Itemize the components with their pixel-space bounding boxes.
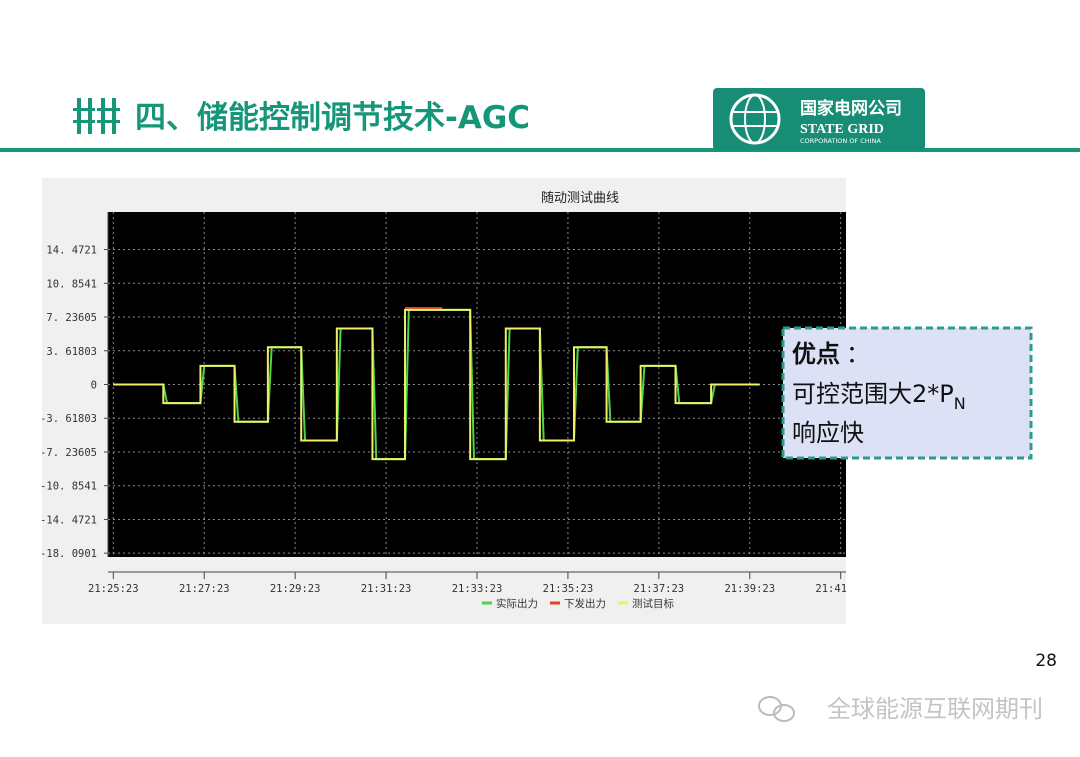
callout-line: 响应快 [792, 419, 864, 447]
watermark-icon [758, 696, 795, 722]
callout-subscript: N [954, 394, 966, 413]
header-icon [73, 98, 120, 134]
x-tick-label: 21:29:23 [270, 583, 321, 595]
y-tick-label: -7. 23605 [40, 447, 97, 459]
x-tick-label: 21:35:23 [543, 583, 594, 595]
y-tick-label: 0 [91, 380, 97, 392]
y-tick-label: 14. 4721 [46, 245, 97, 257]
callout-text: 可控范围大2*P [792, 380, 954, 408]
page-number: 28 [1035, 651, 1057, 671]
y-tick-label: 3. 61803 [46, 346, 97, 358]
x-tick-label: 21:33:23 [452, 583, 503, 595]
logo-subtitle: CORPORATION OF CHINA [800, 137, 881, 145]
watermark: 全球能源互联网期刊 [827, 695, 1043, 723]
y-tick-label: -3. 61803 [40, 413, 97, 425]
header-rule [0, 148, 1080, 152]
y-tick-label: 10. 8541 [46, 278, 97, 290]
x-tick-label: 21:39:23 [724, 583, 775, 595]
chart-title: 随动测试曲线 [541, 191, 619, 206]
legend-label: 下发出力 [564, 597, 606, 610]
ticks: 14. 4721 10. 8541 7. 23605 3. 61803 0 -3. 618… [40, 245, 866, 595]
x-tick-label: 21:27:23 [179, 583, 230, 595]
y-tick-label: -14. 4721 [40, 514, 97, 526]
y-tick-label: 7. 23605 [46, 312, 97, 324]
y-tick-label: -10. 8541 [40, 481, 97, 493]
series-line [113, 308, 760, 461]
logo-name-cn: 国家电网公司 [800, 98, 902, 119]
x-tick-label: 21:41:23 [815, 583, 866, 595]
logo: 国家电网公司 STATE GRID CORPORATION OF CHINA [713, 88, 925, 150]
callout-box [781, 326, 1033, 460]
legend-label: 测试目标 [632, 597, 674, 610]
logo-name-en: STATE GRID [800, 122, 884, 137]
y-tick-label: -18. 0901 [40, 548, 97, 560]
series [113, 307, 760, 461]
x-tick-label: 21:25:23 [88, 583, 139, 595]
slide-title: 四、储能控制调节技术-AGC [135, 100, 530, 136]
x-tick-label: 21:31:23 [361, 583, 412, 595]
logo-emblem [744, 94, 766, 144]
legend: 实际出力 下发出力 测试目标 [482, 597, 674, 610]
x-tick-label: 21:37:23 [634, 583, 685, 595]
callout-colon: ： [846, 340, 870, 368]
callout-heading-line: 优点： [792, 340, 870, 368]
callout-heading: 优点 [792, 340, 840, 368]
callout-line: 可控范围大2*PN [792, 380, 966, 413]
legend-label: 实际出力 [496, 597, 538, 610]
logo-box [713, 88, 925, 150]
